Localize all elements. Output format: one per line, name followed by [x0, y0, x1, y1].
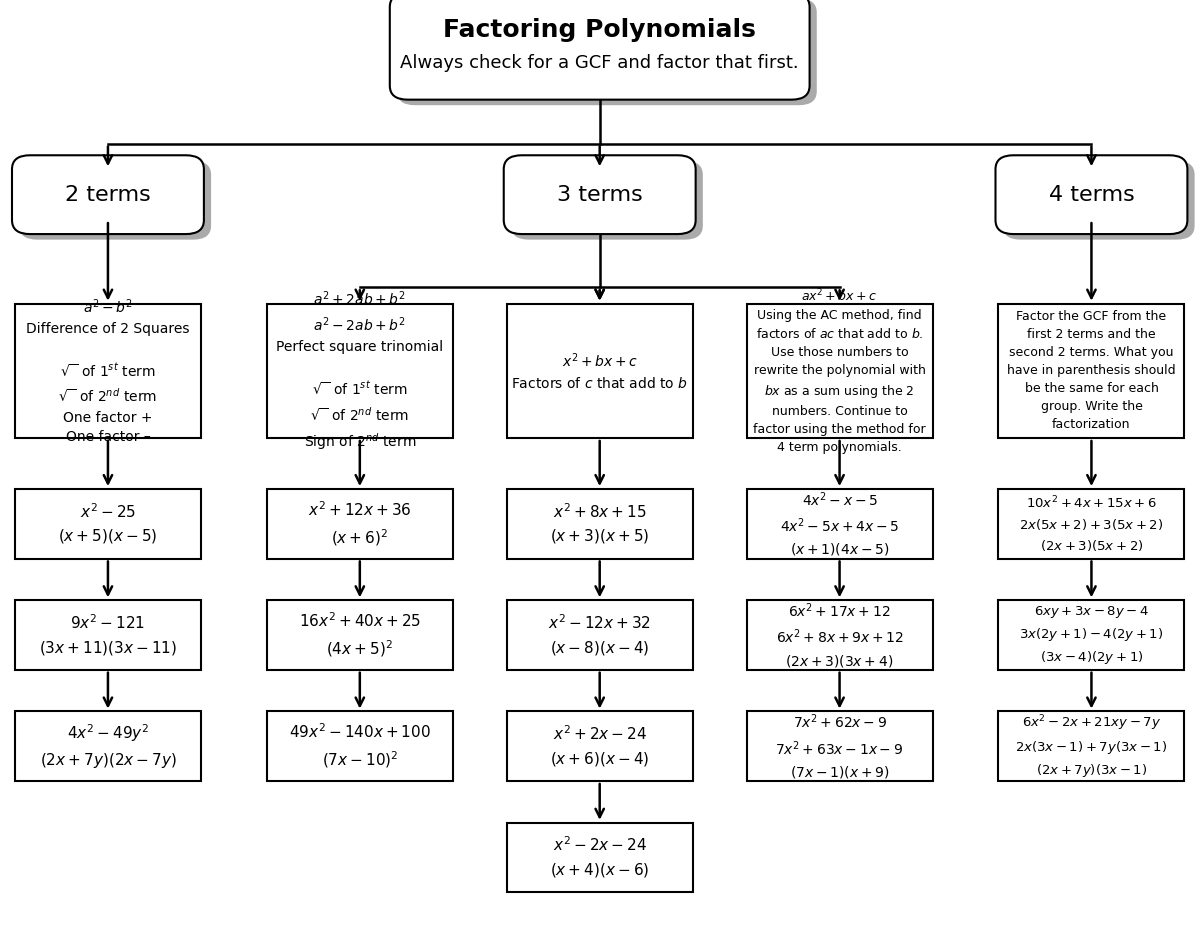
FancyBboxPatch shape [266, 489, 452, 558]
Text: Factor the GCF from the
first 2 terms and the
second 2 terms. What you
have in p: Factor the GCF from the first 2 terms an… [1007, 311, 1176, 431]
FancyBboxPatch shape [998, 712, 1184, 781]
Text: $4x^2 - 49y^2$
$(2x + 7y)(2x - 7y)$: $4x^2 - 49y^2$ $(2x + 7y)(2x - 7y)$ [40, 722, 176, 770]
FancyBboxPatch shape [506, 823, 692, 892]
Text: $x^2 - 12x + 32$
$(x - 8)(x - 4)$: $x^2 - 12x + 32$ $(x - 8)(x - 4)$ [548, 614, 652, 656]
FancyBboxPatch shape [511, 161, 703, 240]
FancyBboxPatch shape [14, 601, 200, 669]
Text: $6x^2 + 17x + 12$
$6x^2 + 8x + 9x + 12$
$(2x + 3)(3x + 4)$: $6x^2 + 17x + 12$ $6x^2 + 8x + 9x + 12$ … [775, 602, 904, 668]
FancyBboxPatch shape [14, 489, 200, 558]
Text: $7x^2 + 62x - 9$
$7x^2 + 63x - 1x - 9$
$(7x - 1)(x + 9)$: $7x^2 + 62x - 9$ $7x^2 + 63x - 1x - 9$ $… [775, 713, 904, 780]
Text: $x^2 + bx + c$
Factors of $c$ that add to $b$: $x^2 + bx + c$ Factors of $c$ that add t… [511, 351, 688, 390]
Text: Always check for a GCF and factor that first.: Always check for a GCF and factor that f… [401, 54, 799, 72]
FancyBboxPatch shape [266, 712, 452, 781]
FancyBboxPatch shape [390, 0, 810, 100]
FancyBboxPatch shape [506, 489, 692, 558]
Text: $x^2 + 2x - 24$
$(x + 6)(x - 4)$: $x^2 + 2x - 24$ $(x + 6)(x - 4)$ [550, 725, 649, 768]
FancyBboxPatch shape [746, 601, 932, 669]
Text: $x^2 + 8x + 15$
$(x + 3)(x + 5)$: $x^2 + 8x + 15$ $(x + 3)(x + 5)$ [550, 502, 649, 545]
FancyBboxPatch shape [266, 601, 452, 669]
FancyBboxPatch shape [506, 712, 692, 781]
FancyBboxPatch shape [397, 0, 817, 106]
FancyBboxPatch shape [14, 712, 200, 781]
Text: $6xy + 3x - 8y - 4$
$3x(2y + 1) - 4(2y + 1)$
$(3x - 4)(2y + 1)$: $6xy + 3x - 8y - 4$ $3x(2y + 1) - 4(2y +… [1019, 604, 1164, 666]
FancyBboxPatch shape [998, 489, 1184, 558]
Text: $9x^2 - 121$
$(3x + 11)(3x - 11)$: $9x^2 - 121$ $(3x + 11)(3x - 11)$ [38, 614, 178, 656]
Text: $16x^2 + 40x + 25$
$(4x + 5)^2$: $16x^2 + 40x + 25$ $(4x + 5)^2$ [299, 611, 421, 659]
Text: $6x^2 - 2x + 21xy - 7y$
$2x(3x - 1) + 7y(3x - 1)$
$(2x + 7y)(3x - 1)$: $6x^2 - 2x + 21xy - 7y$ $2x(3x - 1) + 7y… [1015, 714, 1168, 779]
Text: $10x^2 + 4x + 15x + 6$
$2x(5x + 2) + 3(5x + 2)$
$(2x + 3)(5x + 2)$: $10x^2 + 4x + 15x + 6$ $2x(5x + 2) + 3(5… [1019, 494, 1164, 553]
FancyBboxPatch shape [1003, 161, 1194, 240]
Text: $49x^2 - 140x + 100$
$(7x - 10)^2$: $49x^2 - 140x + 100$ $(7x - 10)^2$ [289, 722, 431, 770]
Text: $ax^2 + bx + c$
Using the AC method, find
factors of $ac$ that add to $b$.
Use t: $ax^2 + bx + c$ Using the AC method, fin… [754, 287, 926, 454]
Text: $x^2 - 2x - 24$
$(x + 4)(x - 6)$: $x^2 - 2x - 24$ $(x + 4)(x - 6)$ [550, 836, 649, 879]
Text: 2 terms: 2 terms [65, 184, 151, 205]
Text: Factoring Polynomials: Factoring Polynomials [443, 18, 756, 42]
FancyBboxPatch shape [12, 156, 204, 235]
FancyBboxPatch shape [504, 156, 696, 235]
FancyBboxPatch shape [14, 304, 200, 438]
Text: $4x^2 - x - 5$
$4x^2 - 5x + 4x - 5$
$(x + 1)(4x - 5)$: $4x^2 - x - 5$ $4x^2 - 5x + 4x - 5$ $(x … [780, 490, 899, 557]
FancyBboxPatch shape [266, 304, 452, 438]
FancyBboxPatch shape [746, 304, 932, 438]
Text: $a^2 - b^2$
Difference of 2 Squares

$\sqrt{\ }$ of 1$^{st}$ term
$\sqrt{\ }$ of: $a^2 - b^2$ Difference of 2 Squares $\sq… [26, 298, 190, 444]
Text: $x^2 - 25$
$(x + 5)(x - 5)$: $x^2 - 25$ $(x + 5)(x - 5)$ [59, 502, 157, 545]
FancyBboxPatch shape [996, 156, 1187, 235]
Text: $x^2 + 12x + 36$
$(x + 6)^2$: $x^2 + 12x + 36$ $(x + 6)^2$ [308, 500, 412, 548]
FancyBboxPatch shape [746, 712, 932, 781]
Text: 3 terms: 3 terms [557, 184, 642, 205]
Text: $a^2 + 2ab + b^2$
$a^2 - 2ab + b^2$
Perfect square trinomial

$\sqrt{\ }$ of 1$^: $a^2 + 2ab + b^2$ $a^2 - 2ab + b^2$ Perf… [276, 289, 443, 452]
FancyBboxPatch shape [746, 489, 932, 558]
FancyBboxPatch shape [506, 601, 692, 669]
FancyBboxPatch shape [506, 304, 692, 438]
FancyBboxPatch shape [998, 601, 1184, 669]
FancyBboxPatch shape [998, 304, 1184, 438]
FancyBboxPatch shape [19, 161, 211, 240]
Text: 4 terms: 4 terms [1049, 184, 1134, 205]
